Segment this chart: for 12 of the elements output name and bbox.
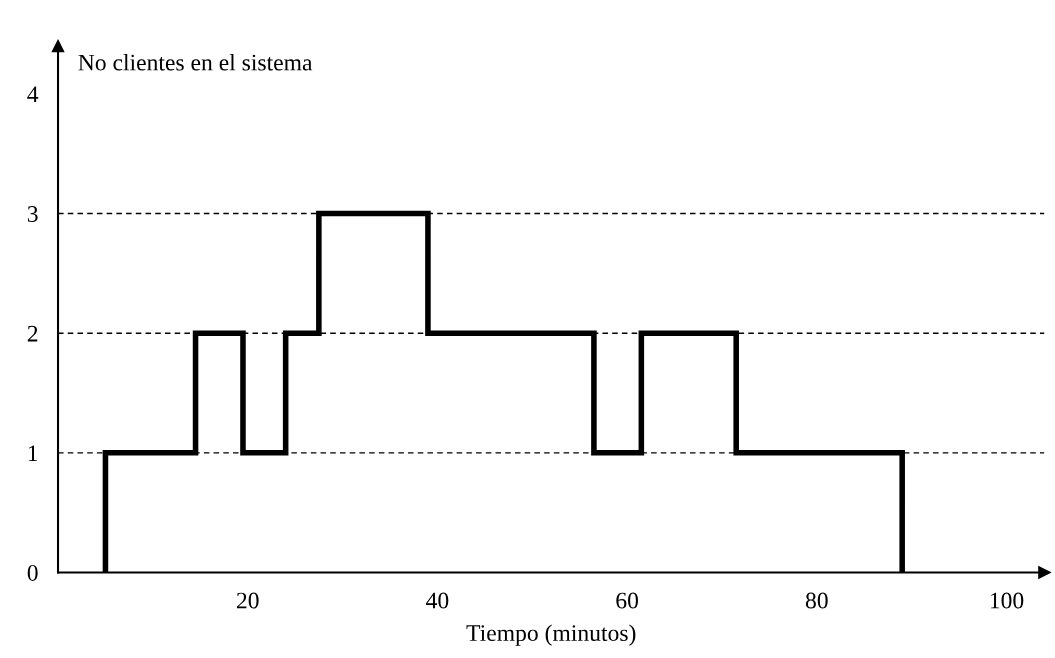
y-tick-label: 4: [27, 86, 39, 103]
y-tick-label: 1: [28, 445, 38, 462]
x-tick-label: 80: [805, 592, 828, 609]
y-tick-label: 0: [27, 564, 38, 581]
y-tick-label: 3: [27, 206, 38, 222]
x-tick-label: 100: [990, 592, 1024, 609]
x-tick-label: 60: [616, 592, 639, 609]
x-axis-title: Tiempo (minutos): [466, 624, 636, 646]
y-tick-label: 2: [27, 325, 38, 342]
x-tick-label: 20: [236, 592, 259, 609]
y-axis-title: No clientes en el sistema: [78, 53, 313, 71]
x-tick-label: 40: [426, 592, 449, 609]
